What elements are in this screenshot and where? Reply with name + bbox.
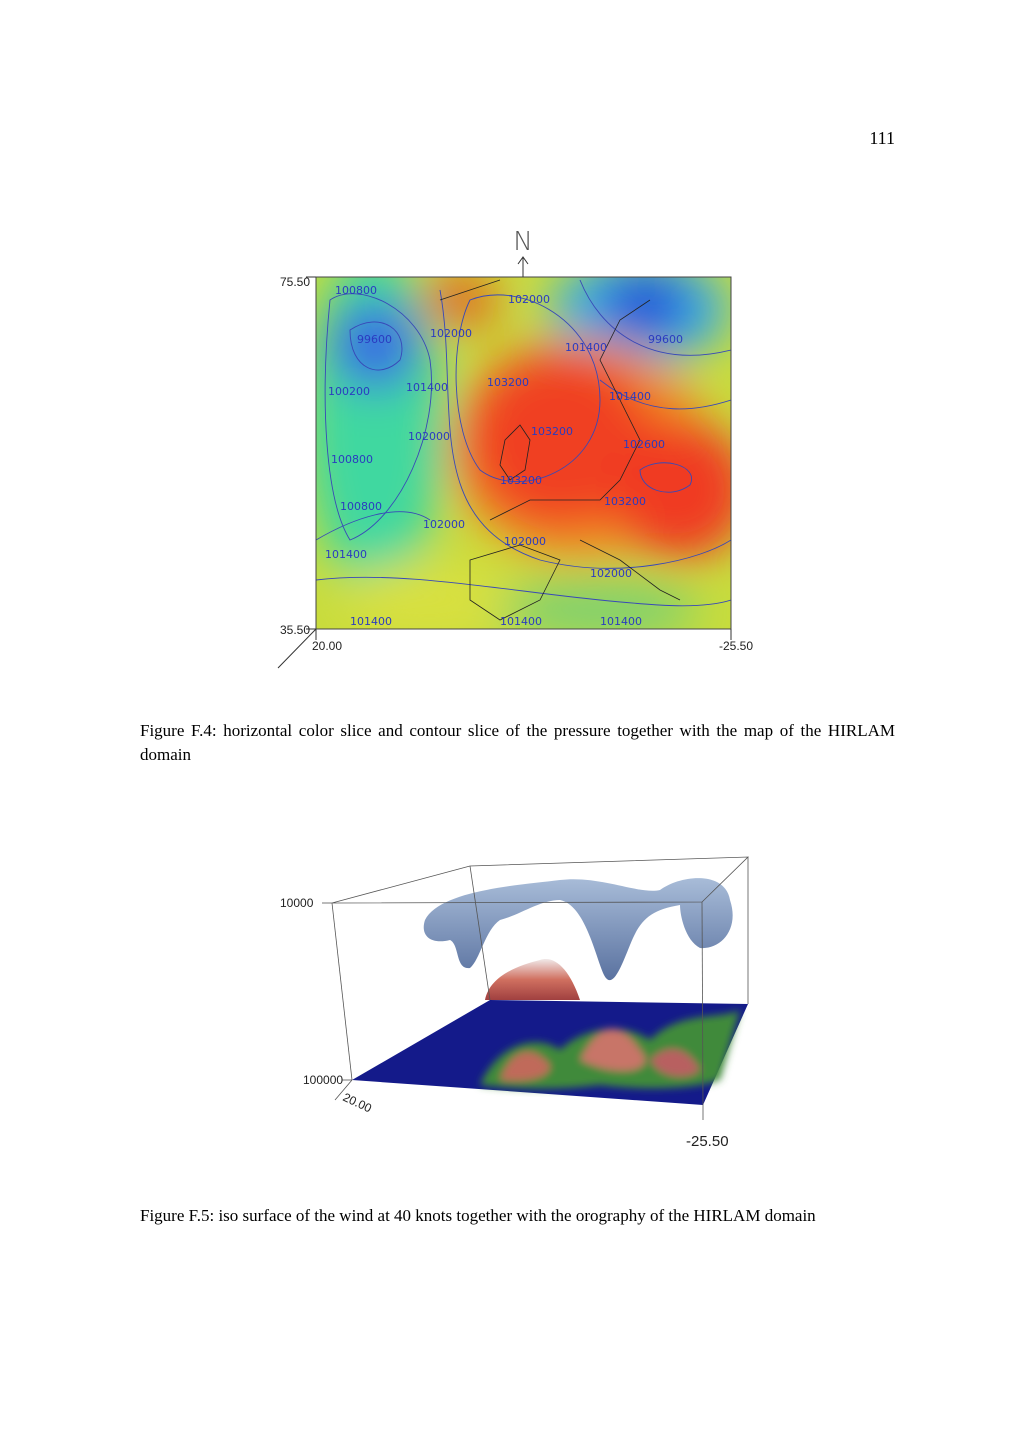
axis-label: -25.50 — [686, 1133, 729, 1150]
contour-label: 99600 — [357, 333, 392, 346]
contour-label: 102000 — [430, 327, 472, 340]
page-number: 111 — [869, 128, 895, 148]
contour-label: 102600 — [623, 438, 665, 451]
pressure-map — [316, 277, 731, 629]
figure-caption: Figure F.5: iso surface of the wind at 4… — [140, 1206, 816, 1225]
contour-label: 102000 — [423, 518, 465, 531]
figure-caption: Figure F.4: horizontal color slice and c… — [140, 721, 895, 764]
axis-label: 35.50 — [280, 623, 310, 637]
contour-label: 103200 — [531, 425, 573, 438]
contour-label: 101400 — [350, 615, 392, 628]
contour-label: 99600 — [648, 333, 683, 346]
axis-label: 10000 — [280, 896, 314, 910]
contour-label: 103200 — [500, 474, 542, 487]
contour-label: 101400 — [406, 381, 448, 394]
iso-surface-view — [322, 856, 750, 1120]
contour-label: 102000 — [408, 430, 450, 443]
contour-label: 100200 — [328, 385, 370, 398]
contour-label: 101400 — [600, 615, 642, 628]
axis-label: -25.50 — [719, 639, 753, 653]
contour-label: 102000 — [508, 293, 550, 306]
contour-label: 101400 — [325, 548, 367, 561]
contour-label: 101400 — [565, 341, 607, 354]
contour-label: 102000 — [590, 567, 632, 580]
axis-label: 20.00 — [312, 639, 342, 653]
contour-label: 101400 — [500, 615, 542, 628]
axis-label: 75.50 — [280, 275, 310, 289]
contour-label: 101400 — [609, 390, 651, 403]
contour-label: 103200 — [604, 495, 646, 508]
axis-label: 20.00 — [341, 1090, 374, 1116]
contour-label: 102000 — [504, 535, 546, 548]
compass-label: N — [513, 227, 532, 257]
axis-label: 100000 — [303, 1073, 343, 1087]
contour-label: 100800 — [340, 500, 382, 513]
contour-label: 100800 — [335, 284, 377, 297]
contour-label: 100800 — [331, 453, 373, 466]
contour-label: 103200 — [487, 376, 529, 389]
